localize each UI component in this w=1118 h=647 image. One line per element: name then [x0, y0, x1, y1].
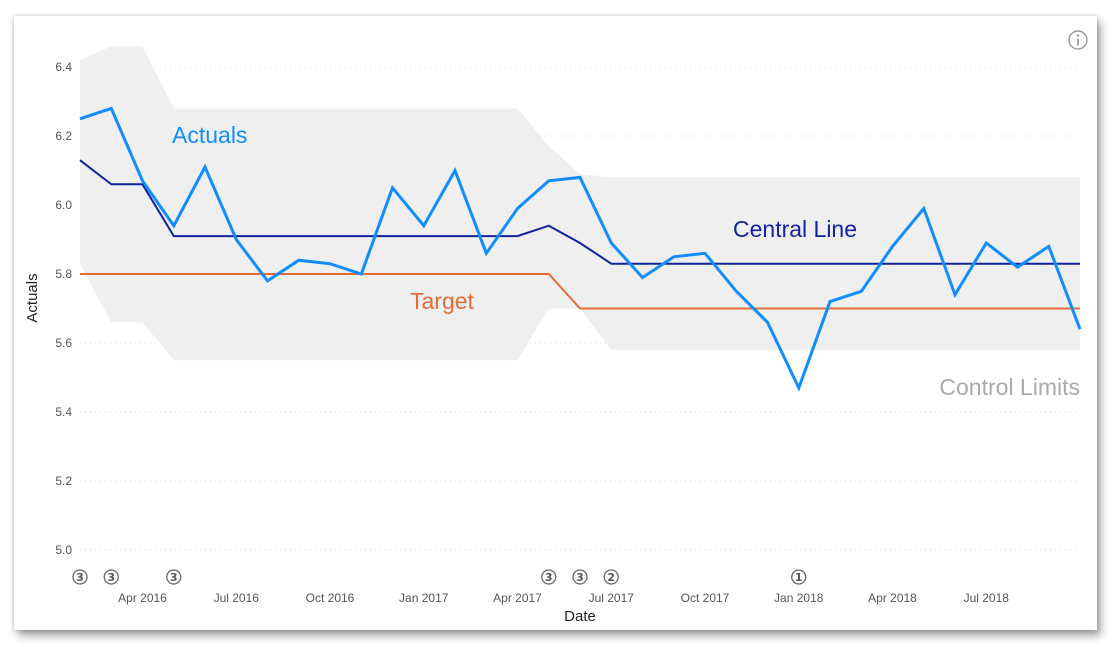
info-icon[interactable] [1068, 30, 1088, 50]
rule-marker[interactable]: 3 [103, 569, 119, 585]
x-tick-label: Jan 2017 [399, 591, 449, 605]
series-labels: Actuals Central Line Target Control Limits [172, 122, 1080, 400]
x-tick-label: Jul 2018 [964, 591, 1010, 605]
series-label-central-line: Central Line [733, 216, 857, 242]
rule-marker-circle [603, 569, 619, 585]
y-axis-title: Actuals [24, 273, 41, 322]
x-axis-title: Date [564, 608, 596, 625]
rule-marker-circle [791, 569, 807, 585]
y-tick-label: 6.0 [55, 198, 72, 212]
y-tick-label: 6.4 [55, 60, 72, 74]
series-lines [79, 106, 1082, 392]
x-axis-ticks: Apr 2016 Jul 2016 Oct 2016 Jan 2017 Apr 2017… [118, 591, 1009, 605]
y-tick-label: 5.6 [55, 336, 72, 350]
x-tick-label: Jul 2017 [589, 591, 635, 605]
rule-marker[interactable]: 2 [603, 569, 619, 585]
rule-marker-label: 2 [607, 571, 615, 584]
rule-marker-label: 3 [107, 571, 115, 584]
x-tick-label: Apr 2018 [868, 591, 917, 605]
rule-marker-circle [541, 569, 557, 585]
rule-marker[interactable]: 3 [166, 569, 182, 585]
y-tick-label: 5.0 [55, 543, 72, 557]
rule-markers: 3 3 3 3 3 2 1 [72, 569, 807, 585]
control-limits-band [80, 46, 1080, 361]
y-tick-label: 5.2 [55, 474, 72, 488]
series-label-actuals: Actuals [172, 122, 247, 148]
x-tick-label: Apr 2016 [118, 591, 167, 605]
rule-marker[interactable]: 3 [72, 569, 88, 585]
y-tick-label: 5.8 [55, 267, 72, 281]
rule-marker-label: 3 [576, 571, 584, 584]
rule-marker-circle [72, 569, 88, 585]
series-line-actuals[interactable] [79, 106, 1082, 392]
rule-marker-circle [166, 569, 182, 585]
x-tick-label: Jan 2018 [774, 591, 824, 605]
series-label-target: Target [410, 288, 475, 314]
rule-marker[interactable]: 1 [791, 569, 807, 585]
y-tick-label: 6.2 [55, 129, 72, 143]
rule-marker-circle [572, 569, 588, 585]
x-tick-label: Oct 2017 [681, 591, 730, 605]
series-line-central-line[interactable] [79, 159, 1080, 265]
control-limits-area [80, 46, 1080, 361]
series-line-target[interactable] [80, 273, 1080, 310]
y-tick-label: 5.4 [55, 405, 72, 419]
x-tick-label: Apr 2017 [493, 591, 542, 605]
x-tick-label: Jul 2016 [214, 591, 260, 605]
rule-marker-label: 3 [545, 571, 553, 584]
rule-marker[interactable]: 3 [541, 569, 557, 585]
rule-marker-circle [103, 569, 119, 585]
rule-marker[interactable]: 3 [572, 569, 588, 585]
rule-marker-label: 3 [76, 571, 84, 584]
rule-marker-label: 3 [170, 571, 178, 584]
rule-marker-label: 1 [795, 571, 803, 584]
series-label-control-limits: Control Limits [939, 374, 1080, 400]
y-axis-ticks: 5.0 5.2 5.4 5.6 5.8 6.0 6.2 6.4 [55, 60, 72, 557]
x-tick-label: Oct 2016 [306, 591, 355, 605]
